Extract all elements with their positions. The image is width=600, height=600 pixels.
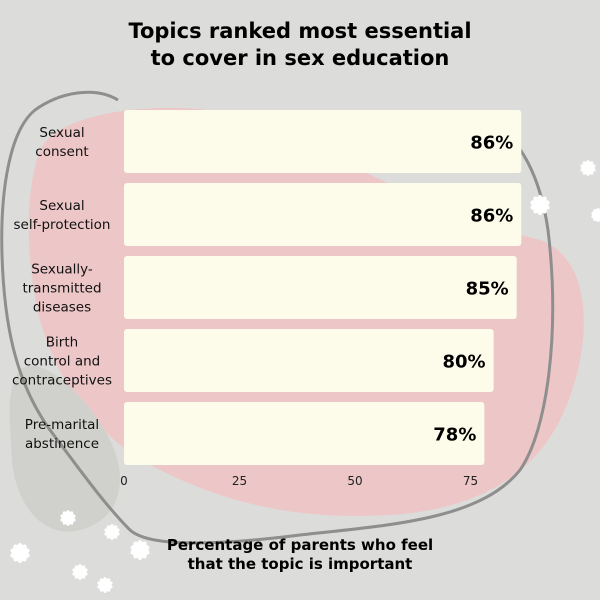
x-tick-0: 0 <box>120 474 128 488</box>
sparkle-icon <box>130 540 150 560</box>
value-label-1: 86% <box>470 206 513 227</box>
category-label-1-line-1: self-protection <box>14 217 111 233</box>
chart-title-line-2: to cover in sex education <box>150 46 450 70</box>
chart-title: Topics ranked most essential to cover in… <box>0 18 600 72</box>
category-label-1-line-0: Sexual <box>39 198 84 214</box>
x-axis-label-line-2: that the topic is important <box>187 555 413 573</box>
category-label-4-line-1: abstinence <box>25 436 99 452</box>
sparkle-icon <box>10 543 30 563</box>
sparkle-icon <box>591 208 600 222</box>
x-axis-ticks: 0 25 50 75 <box>120 474 478 488</box>
sparkle-icon <box>530 195 550 215</box>
category-label-2: Sexually-transmitted diseases <box>22 262 101 316</box>
value-label-0: 86% <box>470 133 513 154</box>
sparkle-icon <box>580 160 596 176</box>
bar-2 <box>124 256 517 319</box>
value-label-3: 80% <box>443 352 486 373</box>
category-label-4: Pre-marital abstinence <box>25 417 99 452</box>
x-tick-3: 75 <box>463 474 478 488</box>
value-label-2: 85% <box>466 279 509 300</box>
sparkle-icon <box>72 564 88 580</box>
x-axis-label-line-1: Percentage of parents who feel <box>166 536 434 554</box>
x-tick-2: 50 <box>347 474 362 488</box>
bar-4 <box>124 402 485 465</box>
sparkle-icon <box>97 577 113 593</box>
bar-1 <box>124 183 522 246</box>
category-label-2-line-1: transmitted <box>22 281 101 297</box>
sparkle-icon <box>104 524 120 540</box>
category-label-2-line-2: diseases <box>33 300 91 316</box>
outline-stroke <box>0 90 555 545</box>
sparkle-icon <box>60 510 76 526</box>
category-label-4-line-0: Pre-marital <box>25 417 99 433</box>
category-label-3-line-0: Birth <box>46 335 78 351</box>
value-label-4: 78% <box>433 425 476 446</box>
x-axis-label: Percentage of parents who feel that the … <box>120 536 480 574</box>
x-tick-1: 25 <box>232 474 247 488</box>
sparkle-decorations <box>10 160 600 593</box>
category-label-3: Birth control and contraceptives <box>12 335 112 389</box>
category-label-0-line-1: consent <box>35 144 88 160</box>
category-label-0: Sexual consent <box>35 125 88 160</box>
category-label-3-line-1: control and <box>24 354 101 370</box>
category-label-2-line-0: Sexually- <box>31 262 93 278</box>
category-label-0-line-0: Sexual <box>39 125 84 141</box>
category-label-3-line-2: contraceptives <box>12 373 112 389</box>
chart-title-line-1: Topics ranked most essential <box>128 19 472 43</box>
bar-0 <box>124 110 522 173</box>
bars-group: 86% 86% 85% 80% 78% <box>124 110 522 465</box>
bar-3 <box>124 329 494 392</box>
category-label-1: Sexual self-protection <box>14 198 111 233</box>
